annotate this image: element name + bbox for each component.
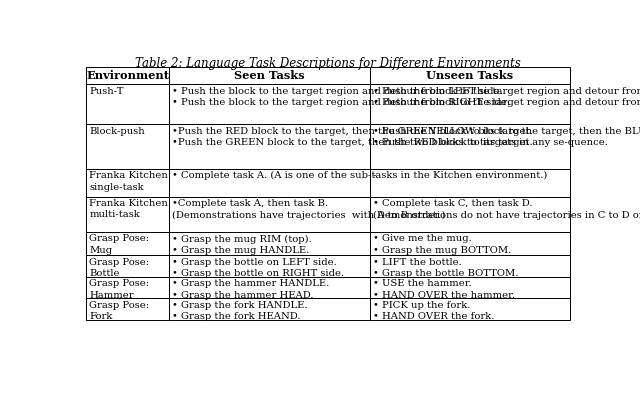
Text: • PICK up the fork.
• HAND OVER the fork.: • PICK up the fork. • HAND OVER the fork… [372,301,494,321]
Bar [170,298,369,320]
Bar [170,84,369,124]
Bar [170,197,369,232]
Text: •Push the RED block to the target, then the GREEN block to its target.
•Push the: •Push the RED block to the target, then … [172,126,533,147]
Text: • LIFT the bottle.
• Grasp the bottle BOTTOM.: • LIFT the bottle. • Grasp the bottle BO… [372,257,518,278]
Text: Grasp Pose:
Fork: Grasp Pose: Fork [90,301,149,321]
Bar [86,197,170,232]
Bar [369,298,570,320]
Text: •Complete task A, then task B.
(Demonstrations have trajectories  with A to B or: •Complete task A, then task B. (Demonstr… [172,199,446,220]
Bar [369,232,570,255]
Text: • Grasp the mug RIM (top).
• Grasp the mug HANDLE.: • Grasp the mug RIM (top). • Grasp the m… [172,234,312,255]
Bar [86,255,170,277]
Bar [170,67,369,84]
Bar [170,255,369,277]
Bar [86,169,170,197]
Text: Push-T: Push-T [90,87,124,96]
Text: Franka Kitchen
single-task: Franka Kitchen single-task [90,171,168,192]
Bar [369,169,570,197]
Text: • Grasp the bottle on LEFT side.
• Grasp the bottle on RIGHT side.: • Grasp the bottle on LEFT side. • Grasp… [172,257,344,278]
Bar [170,277,369,298]
Text: • Push the block to the target region and detour from LEFT side.
• Push the bloc: • Push the block to the target region an… [172,87,511,107]
Bar [86,298,170,320]
Bar [170,232,369,255]
Text: • USE the hammer.
• HAND OVER the hammer.: • USE the hammer. • HAND OVER the hammer… [372,279,515,299]
Bar [86,277,170,298]
Bar [369,84,570,124]
Bar [369,197,570,232]
Bar [86,67,170,84]
Bar [170,124,369,169]
Bar [369,255,570,277]
Text: • Push the block to the target region and detour from TOP side.
• Push the block: • Push the block to the target region an… [372,87,640,107]
Bar [86,124,170,169]
Text: • Complete task A. (A is one of the sub-tasks in the Kitchen environment.): • Complete task A. (A is one of the sub-… [172,171,548,181]
Text: Seen Tasks: Seen Tasks [234,70,305,81]
Text: Unseen Tasks: Unseen Tasks [426,70,513,81]
Text: • Grasp the hammer HANDLE.
• Grasp the hammer HEAD.: • Grasp the hammer HANDLE. • Grasp the h… [172,279,330,299]
Bar [369,124,570,169]
Text: Grasp Pose:
Bottle: Grasp Pose: Bottle [90,257,149,278]
Text: • Complete task C, then task D.
(Demonstrations do not have trajectories in C to: • Complete task C, then task D. (Demonst… [372,199,640,220]
Text: Block-push: Block-push [90,126,145,136]
Text: Grasp Pose:
Hammer: Grasp Pose: Hammer [90,279,149,299]
Text: Franka Kitchen
multi-task: Franka Kitchen multi-task [90,199,168,220]
Bar [369,67,570,84]
Text: -: - [372,171,376,180]
Bar [369,277,570,298]
Bar [86,232,170,255]
Bar [86,84,170,124]
Text: • Give me the mug.
• Grasp the mug BOTTOM.: • Give me the mug. • Grasp the mug BOTTO… [372,234,511,255]
Text: Table 2: Language Task Descriptions for Different Environments: Table 2: Language Task Descriptions for … [135,57,521,70]
Text: Grasp Pose:
Mug: Grasp Pose: Mug [90,234,149,255]
Bar [170,169,369,197]
Text: • Grasp the fork HANDLE.
• Grasp the fork HEAND.: • Grasp the fork HANDLE. • Grasp the for… [172,301,308,321]
Text: • Push the YELLOW block to the target, then the BLUE block to its target.
• Push: • Push the YELLOW block to the target, t… [372,126,640,147]
Text: Environment: Environment [86,70,170,81]
